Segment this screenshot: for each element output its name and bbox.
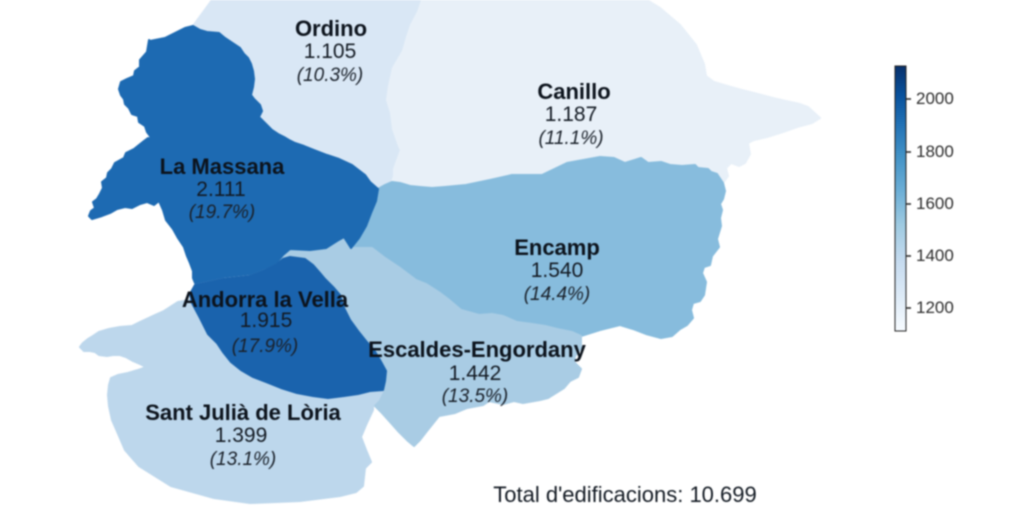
svg-text:(17.9%): (17.9%) xyxy=(232,336,299,357)
svg-text:Escaldes-Engordany: Escaldes-Engordany xyxy=(368,337,586,362)
svg-text:Sant Julià de Lòria: Sant Julià de Lòria xyxy=(145,400,341,425)
svg-text:1200: 1200 xyxy=(916,298,954,317)
svg-text:1400: 1400 xyxy=(916,246,954,265)
svg-text:2000: 2000 xyxy=(916,89,954,108)
svg-text:(14.4%): (14.4%) xyxy=(524,284,591,305)
svg-text:Total d'edificacions: 10.699: Total d'edificacions: 10.699 xyxy=(493,482,756,507)
svg-text:Canillo: Canillo xyxy=(537,79,610,104)
svg-text:Andorra la Vella: Andorra la Vella xyxy=(182,287,349,312)
svg-text:(10.3%): (10.3%) xyxy=(297,65,364,86)
svg-text:1.915: 1.915 xyxy=(240,309,293,332)
svg-text:(19.7%): (19.7%) xyxy=(189,202,256,223)
svg-text:2.111: 2.111 xyxy=(196,178,245,201)
svg-text:1600: 1600 xyxy=(916,194,954,213)
svg-text:(13.5%): (13.5%) xyxy=(442,386,509,407)
svg-text:1.187: 1.187 xyxy=(545,103,598,126)
svg-text:Ordino: Ordino xyxy=(295,16,367,41)
svg-text:1800: 1800 xyxy=(916,142,954,161)
svg-text:(11.1%): (11.1%) xyxy=(538,128,603,149)
svg-text:La Massana: La Massana xyxy=(160,154,285,179)
svg-text:1.105: 1.105 xyxy=(304,40,357,63)
svg-text:(13.1%): (13.1%) xyxy=(210,449,277,470)
svg-text:1.442: 1.442 xyxy=(449,362,502,385)
svg-text:1.399: 1.399 xyxy=(215,424,268,447)
svg-text:Encamp: Encamp xyxy=(514,235,600,260)
svg-text:1.540: 1.540 xyxy=(531,259,584,282)
